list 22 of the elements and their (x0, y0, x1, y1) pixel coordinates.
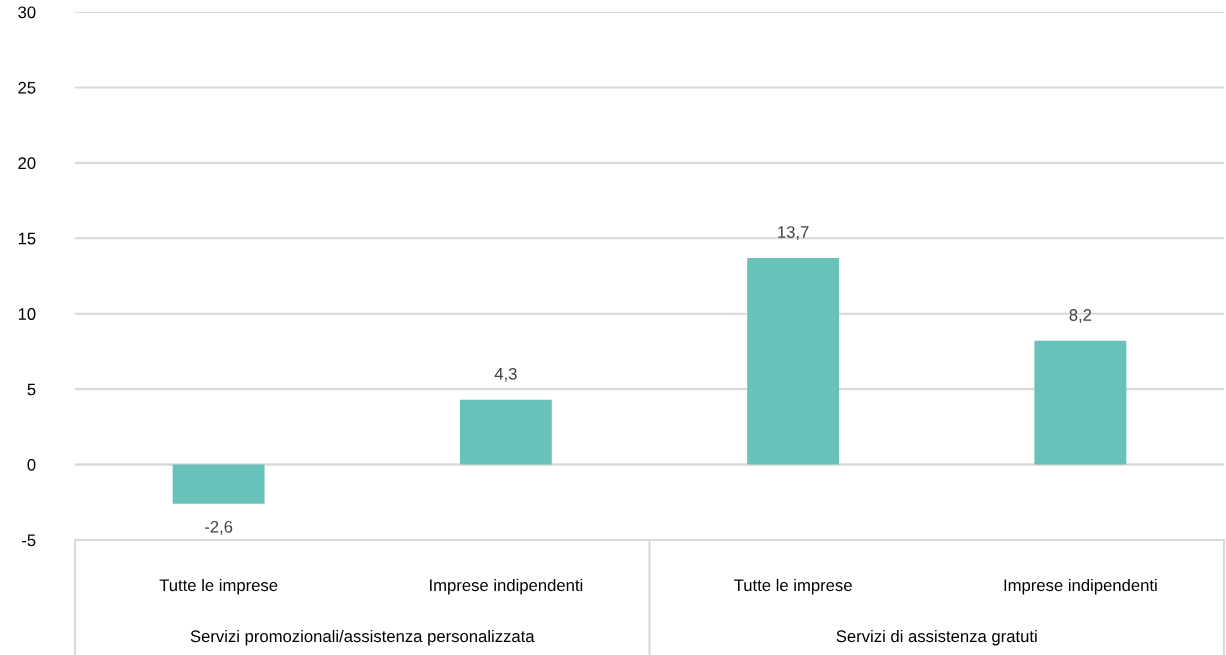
y-tick-label: 15 (18, 232, 36, 245)
data-label: 13,7 (778, 226, 809, 240)
y-tick-label: 10 (18, 308, 36, 320)
y-tick-label: 0 (27, 458, 36, 471)
data-label: -2,6 (205, 520, 233, 535)
data-label: 8,2 (1069, 309, 1092, 323)
text: Servizi promozionali/assistenza personalizzata (190, 629, 535, 646)
x-tick-label: Imprese indipendenti (1004, 578, 1157, 595)
bar (459, 399, 552, 465)
bar (747, 257, 840, 465)
y-tick-label: 30 (18, 6, 36, 19)
data-label: 4,3 (494, 367, 517, 382)
x-tick-label: Imprese indipendenti (430, 578, 583, 595)
bar (1034, 340, 1127, 465)
y-tick-label: -5 (22, 534, 36, 547)
y-tick-label: 5 (27, 383, 36, 396)
x-tick-label: Tutte le imprese (734, 578, 852, 595)
text: Servizi di assistenza gratuti (836, 629, 1037, 646)
x-tick-label: Tutte le imprese (159, 578, 278, 595)
bar (172, 464, 265, 504)
y-tick-label: 20 (18, 157, 36, 170)
y-tick-label: 25 (18, 81, 36, 94)
